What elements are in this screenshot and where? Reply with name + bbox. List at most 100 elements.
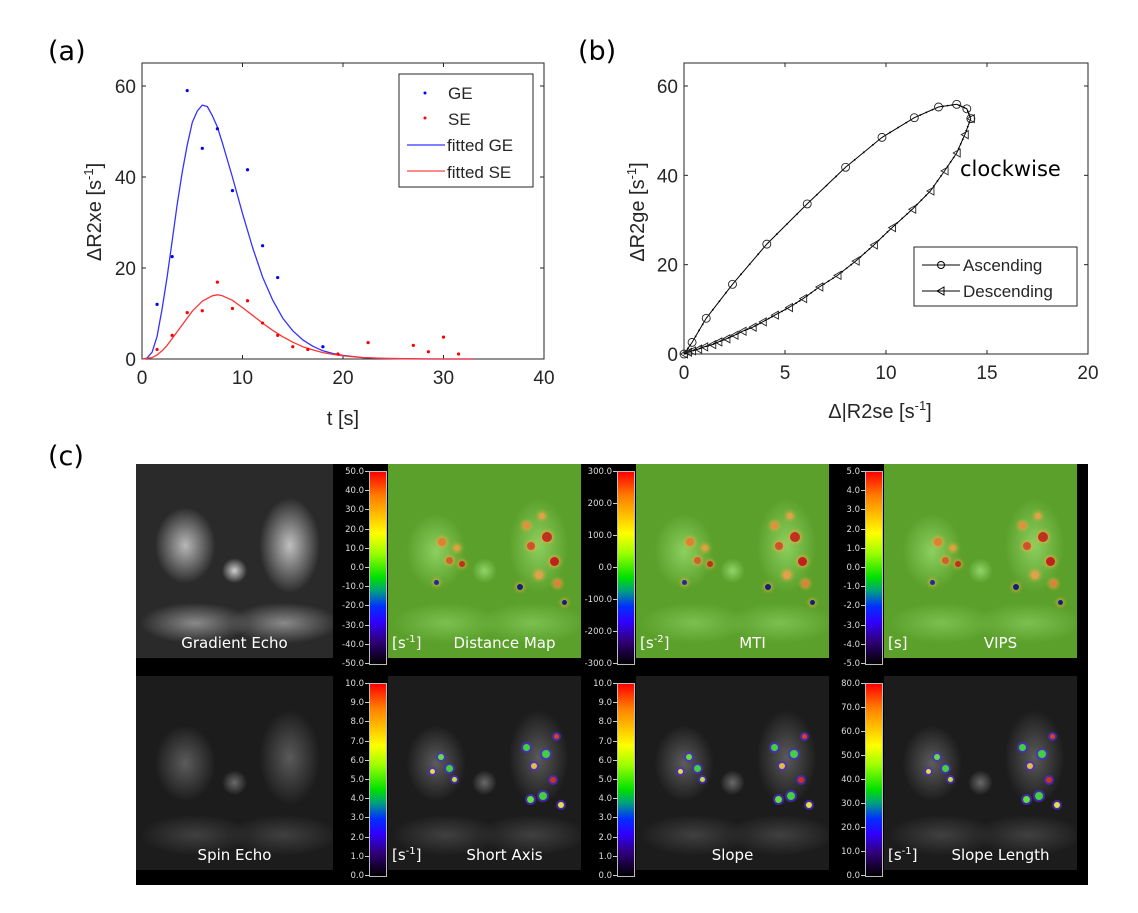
colorbar-tick-label: 2.0	[846, 525, 865, 535]
colorbar-tick-label: 10.0	[593, 679, 617, 689]
map-hotspot	[1046, 557, 1056, 567]
interp-dot-descending	[915, 203, 918, 206]
interp-dot-descending	[754, 324, 757, 327]
map-hotspot	[686, 753, 693, 760]
map-hotspot	[557, 802, 564, 809]
data-point-descending	[707, 339, 717, 350]
map-hotspot	[438, 753, 445, 760]
map-short-axis: [s-1] Short Axis	[388, 676, 581, 870]
interp-dot-descending	[698, 347, 701, 350]
interp-dot-ascending	[786, 223, 788, 225]
legend-a-fitted-ge-label: fitted GE	[447, 136, 513, 155]
data-point-descending	[887, 222, 897, 233]
map-hotspot	[553, 580, 561, 588]
map-hotspot	[542, 749, 551, 758]
colorbar-tick-label: 0.0	[598, 563, 617, 573]
panel-label-a: (a)	[48, 36, 86, 67]
data-point-ascending	[687, 337, 697, 347]
interp-dot-ascending	[701, 323, 704, 326]
colorbar-tick-label: 2.0	[598, 833, 617, 843]
interp-dot-ascending	[825, 184, 828, 187]
data-point-descending	[960, 129, 969, 140]
colorbar-tick-label: 0.0	[350, 871, 369, 881]
map-unit-label: [s-1]	[888, 846, 918, 864]
data-point-ascending	[802, 199, 812, 209]
map-slope: Slope	[636, 676, 829, 870]
map-hotspot	[1026, 763, 1033, 770]
colorbar-tick-label: 0.0	[846, 871, 865, 881]
colorbar-tick-label: 30.0	[841, 799, 865, 809]
interp-dot-descending	[727, 337, 730, 339]
map-hotspot	[934, 753, 941, 760]
colorbar-tick-label: -4.0	[843, 640, 865, 650]
x-tick-label: 10	[232, 368, 253, 389]
map-hotspot	[534, 570, 543, 579]
interp-dot-descending	[924, 194, 927, 197]
interp-dot-descending	[859, 256, 862, 258]
colorbar-tick-label: 30.0	[345, 505, 369, 515]
interp-dot-descending	[877, 239, 880, 242]
interp-dot-descending	[798, 299, 801, 302]
colorbar-tick-label: 4.0	[846, 486, 865, 496]
colorbar-tick-label: 7.0	[598, 737, 617, 747]
data-point-descending	[798, 293, 808, 304]
map-hotspot	[434, 580, 440, 586]
map-hotspot	[438, 537, 447, 546]
colorbar-tick-label: 70.0	[841, 703, 865, 713]
data-point-descending	[940, 166, 949, 176]
legend-b: Ascending Descending	[913, 246, 1078, 307]
map-hotspot	[550, 776, 557, 783]
interp-dot-descending	[936, 180, 939, 182]
map-hotspot	[774, 796, 782, 804]
colorbar-tick-label: 10.0	[345, 544, 369, 554]
map-hotspot	[926, 769, 932, 775]
colorbar-tick-label: 0.0	[846, 563, 865, 573]
interp-dot-ascending	[871, 143, 874, 146]
interp-dot-ascending	[776, 233, 778, 235]
map-hotspot	[798, 557, 808, 567]
interp-dot-ascending	[958, 104, 961, 107]
map-hotspot	[459, 561, 466, 567]
colorbar-tick-label: 60.0	[841, 727, 865, 737]
data-point-se	[366, 341, 370, 345]
map-hotspot	[934, 537, 943, 546]
data-point-ge	[155, 302, 159, 306]
map-hotspot	[1057, 599, 1063, 605]
data-point-se	[426, 350, 431, 354]
data-point-descending	[869, 240, 878, 250]
colorbar-gradient	[865, 683, 883, 877]
map-hotspot	[778, 763, 785, 770]
map-hotspot	[771, 743, 779, 751]
interp-dot-descending	[952, 156, 955, 159]
data-point-ascending	[909, 113, 919, 123]
data-point-se	[276, 333, 280, 337]
map-hotspot	[941, 557, 949, 565]
colorbar-tick-label: 5.0	[846, 467, 865, 477]
map-label: MTI	[739, 634, 766, 652]
interp-dot-ascending	[905, 121, 908, 124]
map-hotspot	[1038, 531, 1049, 542]
data-point-descending	[784, 302, 793, 313]
map-hotspot	[451, 776, 457, 782]
data-point-descending	[966, 113, 975, 124]
map-hotspot	[517, 584, 524, 591]
interp-dot-ascending	[919, 114, 922, 116]
colorbar-tick-label: 4.0	[350, 794, 369, 804]
interp-dot-descending	[712, 343, 715, 345]
data-point-se	[155, 347, 159, 352]
legend-a-ge-marker	[423, 91, 427, 95]
data-point-ge	[185, 88, 189, 93]
interp-dot-descending	[845, 267, 848, 270]
data-point-se	[441, 335, 446, 339]
map-unit-label: [s-1]	[392, 846, 422, 864]
data-point-descending	[833, 270, 842, 281]
colorbar-tick-label: 4.0	[598, 794, 617, 804]
colorbar-gradient	[369, 683, 387, 877]
interp-dot-descending	[906, 212, 909, 215]
data-point-se	[261, 321, 265, 325]
colorbar-tick-label: 50.0	[841, 751, 865, 761]
interp-dot-ascending	[967, 112, 970, 115]
x-axis-label-a: t [s]	[327, 408, 359, 430]
data-point-ascending	[934, 102, 943, 112]
colorbar-gradient	[617, 471, 635, 665]
